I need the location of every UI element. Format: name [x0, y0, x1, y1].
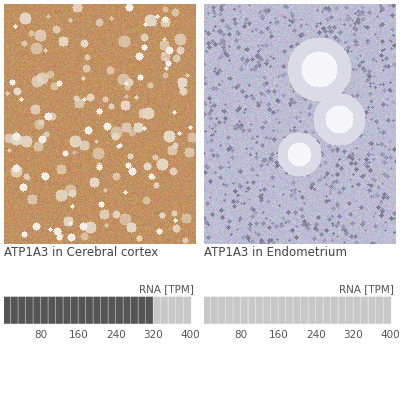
Text: ATP1A3 in Endometrium: ATP1A3 in Endometrium	[204, 246, 347, 259]
FancyBboxPatch shape	[153, 296, 161, 324]
FancyBboxPatch shape	[353, 296, 361, 324]
FancyBboxPatch shape	[56, 296, 64, 324]
FancyBboxPatch shape	[383, 296, 391, 324]
FancyBboxPatch shape	[146, 296, 154, 324]
FancyBboxPatch shape	[286, 296, 294, 324]
Text: ATP1A3 in Cerebral cortex: ATP1A3 in Cerebral cortex	[4, 246, 158, 259]
FancyBboxPatch shape	[323, 296, 331, 324]
FancyBboxPatch shape	[270, 296, 279, 324]
Text: 80: 80	[235, 330, 248, 340]
FancyBboxPatch shape	[183, 296, 191, 324]
FancyBboxPatch shape	[256, 296, 264, 324]
Text: 80: 80	[35, 330, 48, 340]
FancyBboxPatch shape	[168, 296, 176, 324]
FancyBboxPatch shape	[240, 296, 249, 324]
FancyBboxPatch shape	[248, 296, 256, 324]
Text: 320: 320	[343, 330, 363, 340]
FancyBboxPatch shape	[278, 296, 286, 324]
FancyBboxPatch shape	[346, 296, 354, 324]
FancyBboxPatch shape	[130, 296, 139, 324]
FancyBboxPatch shape	[361, 296, 369, 324]
Text: 240: 240	[306, 330, 326, 340]
Text: RNA [TPM]: RNA [TPM]	[139, 284, 194, 294]
FancyBboxPatch shape	[70, 296, 79, 324]
FancyBboxPatch shape	[116, 296, 124, 324]
FancyBboxPatch shape	[176, 296, 184, 324]
Text: 400: 400	[180, 330, 200, 340]
FancyBboxPatch shape	[26, 296, 34, 324]
FancyBboxPatch shape	[226, 296, 234, 324]
FancyBboxPatch shape	[293, 296, 301, 324]
Text: 160: 160	[69, 330, 88, 340]
FancyBboxPatch shape	[263, 296, 271, 324]
Text: 240: 240	[106, 330, 126, 340]
FancyBboxPatch shape	[33, 296, 41, 324]
FancyBboxPatch shape	[78, 296, 86, 324]
FancyBboxPatch shape	[338, 296, 346, 324]
Text: 320: 320	[143, 330, 163, 340]
FancyBboxPatch shape	[210, 296, 219, 324]
FancyBboxPatch shape	[48, 296, 56, 324]
FancyBboxPatch shape	[368, 296, 376, 324]
FancyBboxPatch shape	[218, 296, 226, 324]
FancyBboxPatch shape	[316, 296, 324, 324]
FancyBboxPatch shape	[108, 296, 116, 324]
Text: RNA [TPM]: RNA [TPM]	[339, 284, 394, 294]
FancyBboxPatch shape	[100, 296, 109, 324]
FancyBboxPatch shape	[161, 296, 169, 324]
FancyBboxPatch shape	[123, 296, 131, 324]
FancyBboxPatch shape	[63, 296, 71, 324]
FancyBboxPatch shape	[3, 296, 11, 324]
FancyBboxPatch shape	[376, 296, 384, 324]
FancyBboxPatch shape	[86, 296, 94, 324]
FancyBboxPatch shape	[300, 296, 309, 324]
Text: 400: 400	[380, 330, 400, 340]
FancyBboxPatch shape	[93, 296, 101, 324]
FancyBboxPatch shape	[138, 296, 146, 324]
FancyBboxPatch shape	[18, 296, 26, 324]
FancyBboxPatch shape	[40, 296, 49, 324]
FancyBboxPatch shape	[308, 296, 316, 324]
FancyBboxPatch shape	[10, 296, 19, 324]
FancyBboxPatch shape	[330, 296, 339, 324]
Text: 160: 160	[269, 330, 288, 340]
FancyBboxPatch shape	[233, 296, 241, 324]
FancyBboxPatch shape	[203, 296, 211, 324]
